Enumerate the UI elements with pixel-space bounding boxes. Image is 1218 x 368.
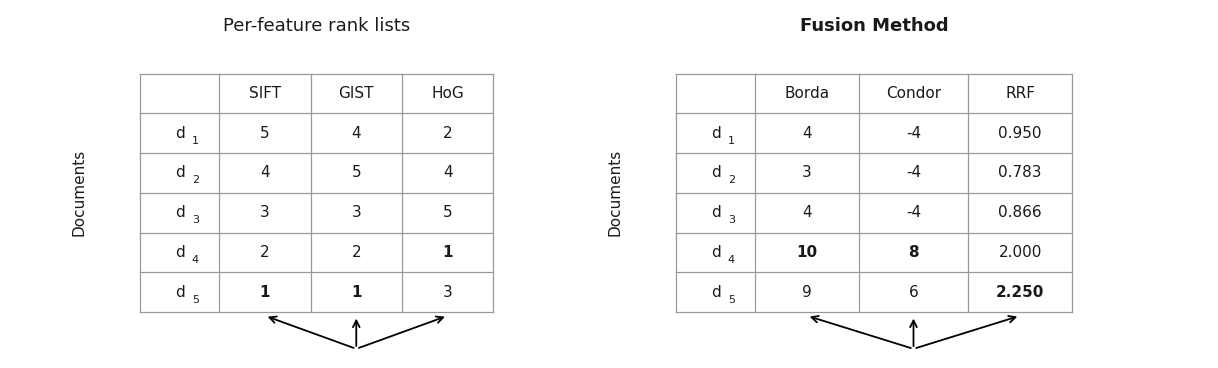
Text: -4: -4 <box>906 126 921 141</box>
Text: Fusion Method: Fusion Method <box>799 17 949 35</box>
Text: Documents: Documents <box>608 149 622 237</box>
Text: 3: 3 <box>801 166 812 180</box>
Text: 6: 6 <box>909 285 918 300</box>
Text: 1: 1 <box>192 135 199 146</box>
Text: 4: 4 <box>352 126 361 141</box>
Text: 2: 2 <box>192 175 199 185</box>
Text: 8: 8 <box>909 245 918 260</box>
Text: d: d <box>174 245 185 260</box>
Text: d: d <box>174 166 185 180</box>
Text: d: d <box>710 166 721 180</box>
Text: 4: 4 <box>443 166 452 180</box>
Text: 5: 5 <box>443 205 452 220</box>
Text: 1: 1 <box>351 285 362 300</box>
Text: 10: 10 <box>797 245 817 260</box>
Text: 3: 3 <box>351 205 362 220</box>
Text: d: d <box>710 285 721 300</box>
Text: 2: 2 <box>443 126 452 141</box>
Text: d: d <box>710 205 721 220</box>
Text: 5: 5 <box>261 126 269 141</box>
Text: 3: 3 <box>442 285 453 300</box>
Text: Condor: Condor <box>885 86 942 101</box>
Text: 3: 3 <box>259 205 270 220</box>
Text: 4: 4 <box>728 255 734 265</box>
Text: SIFT: SIFT <box>248 86 281 101</box>
Text: d: d <box>710 245 721 260</box>
Text: 4: 4 <box>261 166 269 180</box>
Text: 2.250: 2.250 <box>996 285 1044 300</box>
Text: d: d <box>174 285 185 300</box>
Text: 9: 9 <box>801 285 812 300</box>
Text: 5: 5 <box>728 294 734 305</box>
Text: RRF: RRF <box>1005 86 1035 101</box>
Text: 5: 5 <box>352 166 361 180</box>
Text: Documents: Documents <box>72 149 86 237</box>
Text: Per-feature rank lists: Per-feature rank lists <box>223 17 410 35</box>
Text: 2: 2 <box>352 245 361 260</box>
Text: 3: 3 <box>192 215 199 225</box>
Text: 4: 4 <box>803 205 811 220</box>
Text: 1: 1 <box>259 285 270 300</box>
Text: 2: 2 <box>261 245 269 260</box>
Text: 3: 3 <box>728 215 734 225</box>
Text: -4: -4 <box>906 166 921 180</box>
Text: 2: 2 <box>728 175 734 185</box>
Text: d: d <box>174 205 185 220</box>
Text: 1: 1 <box>728 135 734 146</box>
Text: d: d <box>710 126 721 141</box>
Text: 0.783: 0.783 <box>999 166 1041 180</box>
Text: 2.000: 2.000 <box>999 245 1041 260</box>
Text: 5: 5 <box>192 294 199 305</box>
Text: GIST: GIST <box>339 86 374 101</box>
Text: Borda: Borda <box>784 86 829 101</box>
Text: d: d <box>174 126 185 141</box>
Text: 0.866: 0.866 <box>999 205 1041 220</box>
Text: 1: 1 <box>442 245 453 260</box>
Text: -4: -4 <box>906 205 921 220</box>
Text: HoG: HoG <box>431 86 464 101</box>
Text: 0.950: 0.950 <box>999 126 1041 141</box>
Text: 4: 4 <box>192 255 199 265</box>
Text: 4: 4 <box>803 126 811 141</box>
